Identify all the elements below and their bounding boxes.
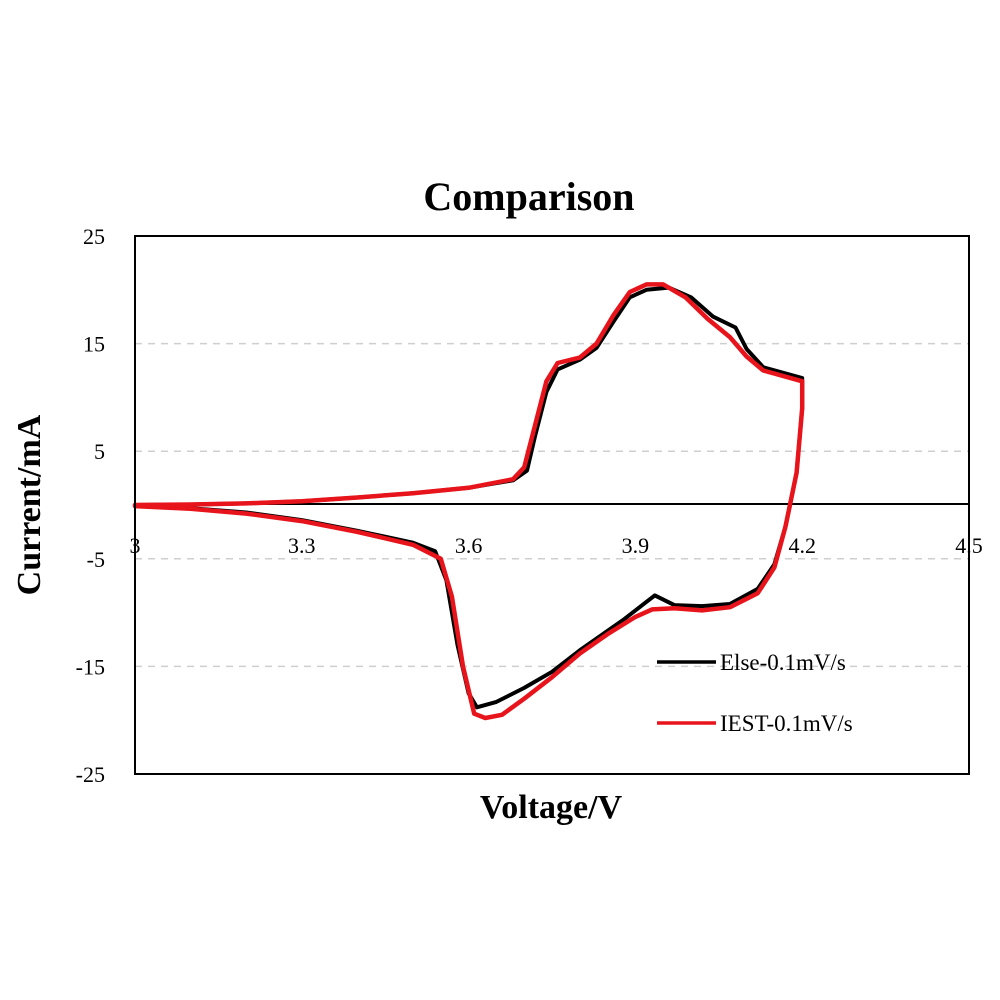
y-tick-labels: 25 15 5 -5 -15 -25 — [76, 224, 105, 787]
series-layer — [132, 282, 805, 721]
x-tick-label: 3.3 — [288, 533, 316, 558]
y-tick-label: -15 — [76, 654, 105, 679]
y-tick-label: 15 — [83, 332, 105, 357]
y-tick-label: 5 — [94, 439, 105, 464]
legend: Else-0.1mV/s IEST-0.1mV/s — [657, 650, 853, 736]
y-tick-label: -25 — [76, 762, 105, 787]
x-tick-label: 4.2 — [788, 533, 816, 558]
legend-label: Else-0.1mV/s — [720, 650, 846, 675]
grid-lines — [135, 342, 969, 668]
series-line-else — [133, 285, 805, 710]
x-tick-label: 4.5 — [955, 533, 983, 558]
legend-label: IEST-0.1mV/s — [720, 711, 853, 736]
plot-frame — [134, 235, 970, 775]
x-tick-label: 3 — [130, 533, 141, 558]
x-axis-title: Voltage/V — [480, 789, 623, 826]
y-axis-title: Current/mA — [11, 414, 48, 595]
x-tick-labels: 3 3.3 3.6 3.9 4.2 4.5 — [130, 533, 983, 558]
y-tick-label: -5 — [87, 547, 105, 572]
series-line-iest — [132, 282, 805, 721]
y-tick-label: 25 — [83, 224, 105, 249]
chart-title: Comparison — [423, 174, 634, 219]
x-tick-label: 3.6 — [455, 533, 483, 558]
x-tick-label: 3.9 — [622, 533, 650, 558]
